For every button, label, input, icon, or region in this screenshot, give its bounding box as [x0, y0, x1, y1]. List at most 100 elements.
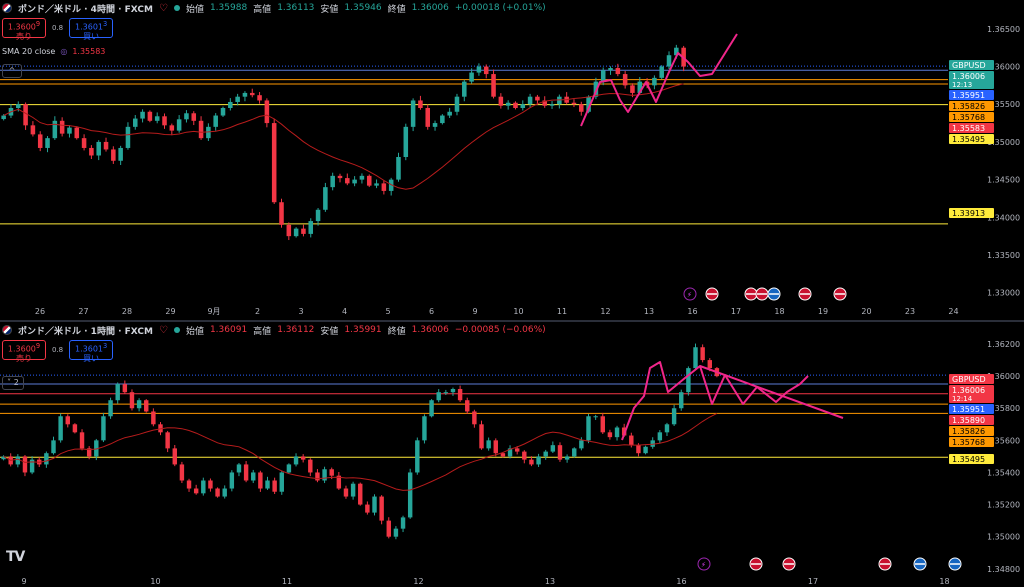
candle-body — [410, 100, 416, 127]
price-badge — [949, 454, 994, 464]
candle-body — [96, 141, 101, 156]
candle-body — [436, 392, 441, 401]
sell-label: 売り — [16, 353, 32, 363]
x-axis-tick-label: 11 — [282, 577, 292, 586]
sell-button[interactable]: 1.36009 売り — [2, 18, 46, 41]
candle-body — [79, 432, 85, 449]
candle-body — [108, 400, 113, 417]
candle-body — [201, 480, 206, 494]
y-axis-tick-label: 1.36500 — [987, 25, 1020, 34]
ohlc-open-label: 始値 — [185, 326, 204, 337]
candle-body — [429, 400, 434, 417]
buy-price: 1.3601 — [75, 22, 104, 32]
market-open-icon — [173, 327, 180, 333]
candle-body — [352, 179, 357, 184]
x-axis-tick-label: 20 — [861, 307, 871, 316]
gbp-flag-icon — [2, 325, 12, 335]
legend-row-4h: ポンド／米ドル · 4時間 · FXCM ♡ 始値 1.35988 高値 1.361… — [2, 1, 546, 15]
chart-pane-1h[interactable]: 1.36200 1.36000 1.35800 1.35600 1.35400 1.352… — [0, 322, 1024, 587]
candle-body — [279, 202, 284, 225]
sma-label: SMA 20 close — [2, 47, 56, 56]
candle-body — [165, 432, 170, 449]
tradingview-logo[interactable]: TV — [6, 549, 25, 565]
candle-body — [650, 440, 655, 447]
price-badge-label: 1.35768 — [952, 438, 985, 447]
candle-body — [23, 104, 28, 126]
candle-body — [564, 456, 570, 460]
candle-body — [549, 104, 555, 106]
candle-body — [337, 175, 343, 179]
sma-legend[interactable]: SMA 20 close ◎ 1.35583 — [2, 47, 105, 56]
candle-body — [65, 416, 70, 425]
candle-body — [264, 100, 270, 124]
price-badge-label: 1.35951 — [952, 405, 985, 414]
price-badge — [949, 112, 994, 122]
candle-body — [600, 70, 606, 82]
candle-body — [479, 424, 484, 449]
candle-body — [659, 66, 664, 78]
candle-body — [271, 123, 277, 203]
buy-button[interactable]: 1.36013 買い — [69, 18, 114, 41]
settings-icon[interactable]: ◎ — [60, 47, 68, 56]
chart-canvas-4h[interactable]: 1.36500 1.36000 1.35500 1.35000 1.34500 1.340… — [0, 0, 1024, 320]
price-badge-time: 12:14 — [952, 395, 973, 403]
candle-body — [407, 472, 413, 518]
symbol-title[interactable]: ポンド／米ドル · 1時間 · FXCM — [18, 326, 153, 337]
candle-body — [372, 496, 377, 513]
candle-body — [403, 126, 409, 157]
candle-body — [686, 368, 691, 393]
favorite-icon[interactable]: ♡ — [158, 2, 168, 14]
ohlc-change: +0.00018 (+0.01%) — [454, 3, 546, 13]
legend-row-1h: ポンド／米ドル · 1時間 · FXCM ♡ 始値 1.36091 高値 1.361… — [2, 323, 546, 337]
candle-body — [81, 138, 87, 148]
candle-body — [600, 416, 605, 433]
y-axis-tick-label: 1.34000 — [987, 213, 1020, 222]
candle-body — [198, 120, 204, 139]
candle-body — [279, 472, 284, 492]
candle-body — [208, 480, 213, 489]
pane-divider[interactable] — [0, 320, 1024, 322]
favorite-icon[interactable]: ♡ — [158, 324, 168, 336]
collapse-legend-button[interactable]: ^ — [2, 64, 22, 78]
candle-body — [396, 157, 401, 180]
buy-button[interactable]: 1.36013 買い — [69, 340, 114, 363]
candle-body — [622, 74, 628, 86]
gbp-flag-icon — [2, 3, 12, 13]
lightning-icon — [683, 287, 697, 301]
sell-price-sup: 9 — [35, 342, 41, 350]
candle-body — [457, 388, 463, 401]
symbol-title[interactable]: ポンド／米ドル · 4時間 · FXCM — [18, 4, 153, 15]
ohlc-change: −0.00085 (−0.06%) — [454, 325, 546, 335]
candle-body — [666, 55, 672, 67]
candle-body — [286, 464, 292, 473]
candle-body — [242, 92, 248, 97]
x-axis-tick-label: 3 — [298, 307, 303, 316]
x-axis-tick-label: 13 — [644, 307, 654, 316]
candle-body — [315, 472, 320, 481]
trend-drawing — [621, 361, 809, 441]
y-axis-tick-label: 1.36000 — [987, 372, 1020, 381]
y-axis-tick-label: 1.36000 — [987, 63, 1020, 72]
candle-body — [514, 448, 520, 452]
candle-body — [115, 384, 120, 401]
sell-button[interactable]: 1.36009 売り — [2, 340, 46, 363]
expand-indicators-button[interactable]: ˅ 2 — [2, 376, 24, 390]
candle-body — [366, 175, 372, 186]
price-badge-label: 1.35826 — [952, 427, 985, 436]
candle-body — [249, 92, 255, 96]
sma-value: 1.35583 — [72, 47, 106, 56]
candle-body — [179, 464, 185, 481]
chart-canvas-1h[interactable]: 1.36200 1.36000 1.35800 1.35600 1.35400 1.352… — [0, 322, 1024, 587]
x-axis-tick-label: 11 — [557, 307, 567, 316]
candle-body — [122, 384, 128, 393]
candle-body — [700, 347, 705, 361]
candle-body — [330, 175, 335, 188]
candle-body — [415, 440, 420, 473]
price-badge-label: 1.35495 — [952, 455, 985, 464]
buy-price-sup: 3 — [103, 342, 108, 350]
chart-pane-4h[interactable]: 1.36500 1.36000 1.35500 1.35000 1.34500 1.340… — [0, 0, 1024, 320]
candle-body — [129, 392, 135, 409]
candle-body — [132, 118, 138, 127]
y-axis-tick-label: 1.35500 — [987, 100, 1020, 109]
candle-body — [336, 475, 342, 489]
